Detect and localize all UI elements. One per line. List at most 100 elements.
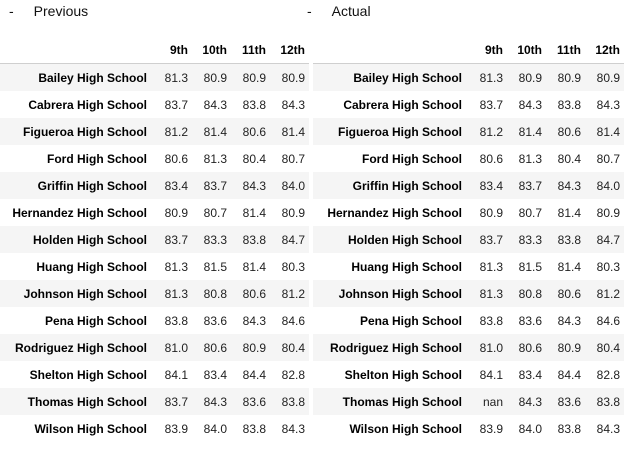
score-cell: 83.7 (479, 97, 503, 112)
score-cell: 83.6 (557, 394, 581, 409)
school-name: Holden High School (33, 232, 147, 247)
score-cell: 80.9 (557, 340, 581, 355)
score-cell: 81.4 (557, 259, 581, 274)
previous-table-panel: 9th 10th 11th 12th Bailey High School 81.3 80… (0, 36, 309, 442)
score-cell: 84.1 (479, 367, 503, 382)
score-cell: 83.8 (479, 313, 503, 328)
school-name: Shelton High School (344, 367, 462, 382)
score-cell: 83.8 (242, 421, 266, 436)
actual-table-body: Bailey High School 81.3 80.9 80.9 80.9 Cabrer… (313, 63, 624, 443)
score-cell: 81.3 (518, 151, 542, 166)
score-cell: 81.0 (479, 340, 503, 355)
score-cell: 80.6 (557, 124, 581, 139)
school-name: Johnson High School (338, 286, 462, 301)
table-row: Pena High School 83.8 83.6 84.3 84.6 (0, 307, 309, 334)
score-cell: 84.3 (242, 313, 266, 328)
score-cell: 80.4 (242, 151, 266, 166)
table-row: Thomas High School nan 84.3 83.6 83.8 (313, 388, 624, 415)
table-row: Huang High School 81.3 81.5 81.4 80.3 (313, 253, 624, 280)
score-cell: 80.6 (557, 286, 581, 301)
actual-caption: - Actual (307, 3, 371, 19)
score-cell: 83.6 (242, 394, 266, 409)
column-header: 9th (485, 42, 503, 57)
school-name: Ford High School (362, 151, 462, 166)
score-cell: 80.8 (203, 286, 227, 301)
score-cell: 84.3 (518, 97, 542, 112)
school-name: Wilson High School (349, 421, 462, 436)
column-header: 10th (202, 42, 227, 57)
actual-table: 9th 10th 11th 12th Bailey High School 81.3 80… (313, 36, 624, 442)
table-row: Hernandez High School 80.9 80.7 81.4 80.9 (313, 199, 624, 226)
table-row: Johnson High School 81.3 80.8 80.6 81.2 (0, 280, 309, 307)
previous-caption: - Previous (9, 3, 88, 19)
school-name: Rodriguez High School (330, 340, 462, 355)
column-header: 9th (170, 42, 188, 57)
score-cell: 84.3 (203, 394, 227, 409)
score-cell: 81.3 (203, 151, 227, 166)
score-cell: 83.9 (164, 421, 188, 436)
score-cell: 84.7 (281, 232, 305, 247)
score-cell: 80.9 (242, 70, 266, 85)
score-cell: 80.9 (557, 70, 581, 85)
score-cell: 84.3 (281, 421, 305, 436)
score-cell: 84.7 (596, 232, 620, 247)
score-cell: 80.6 (242, 286, 266, 301)
score-cell: 84.3 (557, 313, 581, 328)
score-cell: 81.5 (518, 259, 542, 274)
school-name: Pena High School (44, 313, 147, 328)
header-row: 9th 10th 11th 12th (0, 36, 309, 64)
score-cell: 83.7 (164, 232, 188, 247)
table-row: Griffin High School 83.4 83.7 84.3 84.0 (313, 172, 624, 199)
previous-table-body: Bailey High School 81.3 80.9 80.9 80.9 Cabrer… (0, 63, 309, 443)
score-cell: 83.8 (557, 97, 581, 112)
table-row: Huang High School 81.3 81.5 81.4 80.3 (0, 253, 309, 280)
table-row: Holden High School 83.7 83.3 83.8 84.7 (313, 226, 624, 253)
score-cell: 83.8 (164, 313, 188, 328)
score-cell: 80.7 (596, 151, 620, 166)
school-name: Shelton High School (29, 367, 147, 382)
score-cell: 80.6 (164, 151, 188, 166)
score-cell: 83.8 (557, 421, 581, 436)
score-cell: 81.3 (479, 70, 503, 85)
table-row: Bailey High School 81.3 80.9 80.9 80.9 (0, 63, 309, 91)
score-cell: 84.1 (164, 367, 188, 382)
score-cell: 80.7 (281, 151, 305, 166)
score-cell: 84.3 (557, 178, 581, 193)
school-name: Thomas High School (342, 394, 462, 409)
table-row: Ford High School 80.6 81.3 80.4 80.7 (313, 145, 624, 172)
actual-caption-label: Actual (331, 3, 371, 19)
actual-table-panel: 9th 10th 11th 12th Bailey High School 81.3 80… (313, 36, 624, 442)
table-row: Wilson High School 83.9 84.0 83.8 84.3 (0, 415, 309, 442)
school-name: Cabrera High School (343, 97, 462, 112)
score-cell: 81.5 (203, 259, 227, 274)
score-cell: 83.6 (203, 313, 227, 328)
score-cell: 81.3 (479, 259, 503, 274)
score-cell: 84.3 (518, 394, 542, 409)
score-cell: 81.4 (242, 259, 266, 274)
column-header: 11th (241, 42, 266, 57)
score-cell: 81.3 (164, 259, 188, 274)
score-cell: 80.9 (596, 70, 620, 85)
table-row: Figueroa High School 81.2 81.4 80.6 81.4 (313, 118, 624, 145)
table-row: Johnson High School 81.3 80.8 80.6 81.2 (313, 280, 624, 307)
score-cell: 83.7 (203, 178, 227, 193)
score-cell: nan (482, 394, 503, 409)
table-row: Holden High School 83.7 83.3 83.8 84.7 (0, 226, 309, 253)
score-cell: 81.2 (479, 124, 503, 139)
score-cell: 80.3 (281, 259, 305, 274)
table-row: Pena High School 83.8 83.6 84.3 84.6 (313, 307, 624, 334)
table-row: Cabrera High School 83.7 84.3 83.8 84.3 (0, 91, 309, 118)
score-cell: 84.3 (596, 97, 620, 112)
table-row: Thomas High School 83.7 84.3 83.6 83.8 (0, 388, 309, 415)
school-name: Johnson High School (23, 286, 147, 301)
score-cell: 81.4 (518, 124, 542, 139)
score-cell: 84.0 (203, 421, 227, 436)
score-cell: 81.3 (164, 286, 188, 301)
score-cell: 83.9 (479, 421, 503, 436)
score-cell: 83.8 (281, 394, 305, 409)
school-name: Ford High School (47, 151, 147, 166)
score-cell: 81.3 (479, 286, 503, 301)
score-cell: 81.4 (242, 205, 266, 220)
score-cell: 84.0 (596, 178, 620, 193)
table-row: Hernandez High School 80.9 80.7 81.4 80.9 (0, 199, 309, 226)
